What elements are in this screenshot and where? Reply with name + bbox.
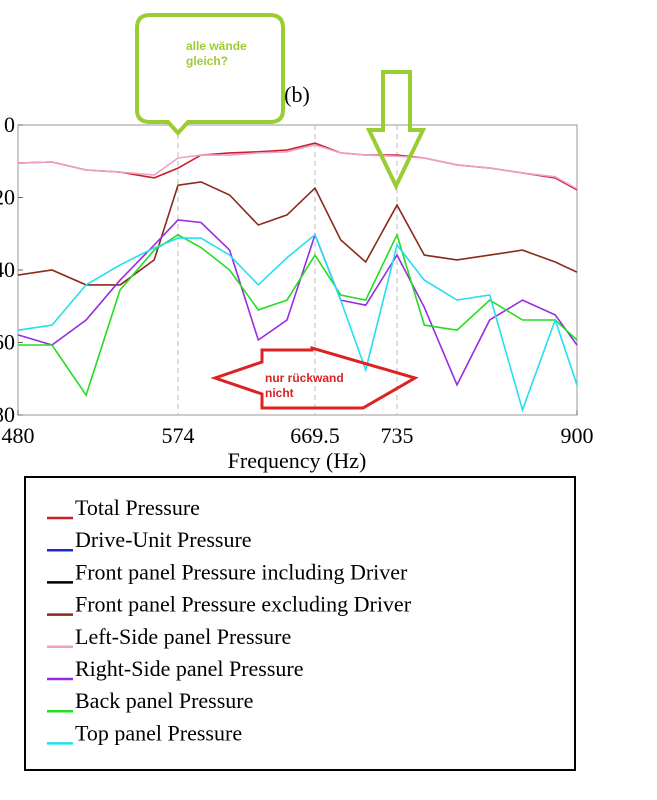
series-line <box>17 233 578 413</box>
plot-area: 480 574 669.5 735 900 -80 -60 -40 -20 0 <box>0 112 594 448</box>
callout-bubble <box>135 13 285 136</box>
legend-label: Top panel Pressure <box>75 720 242 745</box>
chart-title: (b) <box>284 82 310 107</box>
x-tick-label: 900 <box>561 423 594 448</box>
legend-label: Front panel Pressure including Driver <box>75 559 408 584</box>
x-tick-label: 735 <box>381 423 414 448</box>
legend-label: Left-Side panel Pressure <box>75 624 291 649</box>
y-tick-label: 0 <box>4 112 15 137</box>
annotation-text: alle wände <box>186 39 247 53</box>
x-axis-label: Frequency (Hz) <box>228 448 367 473</box>
y-tick-label: -80 <box>0 402 15 427</box>
annotation-text: nicht <box>265 386 294 400</box>
legend-label: Front panel Pressure excluding Driver <box>75 592 412 617</box>
double-arrow <box>210 346 419 410</box>
series-line <box>17 181 578 286</box>
down-arrow <box>365 70 427 191</box>
annotation-text: nur rückwand <box>265 371 344 385</box>
legend-label: Drive-Unit Pressure <box>75 527 252 552</box>
legend-label: Right-Side panel Pressure <box>75 656 304 681</box>
y-tick-label: -60 <box>0 330 15 355</box>
series-line <box>18 232 578 397</box>
annotation-text: gleich? <box>186 54 228 68</box>
y-tick-label: -20 <box>0 185 15 210</box>
x-tick-label: 480 <box>2 423 35 448</box>
x-tick-label: 669.5 <box>290 423 340 448</box>
legend-label: Total Pressure <box>75 495 200 520</box>
x-tick-label: 574 <box>162 423 195 448</box>
legend-label: Back panel Pressure <box>75 688 253 713</box>
legend: Total Pressure Drive-Unit Pressure Front p… <box>47 495 412 745</box>
legend-box <box>24 476 576 771</box>
series-line <box>17 144 578 190</box>
y-tick-label: -40 <box>0 257 15 282</box>
